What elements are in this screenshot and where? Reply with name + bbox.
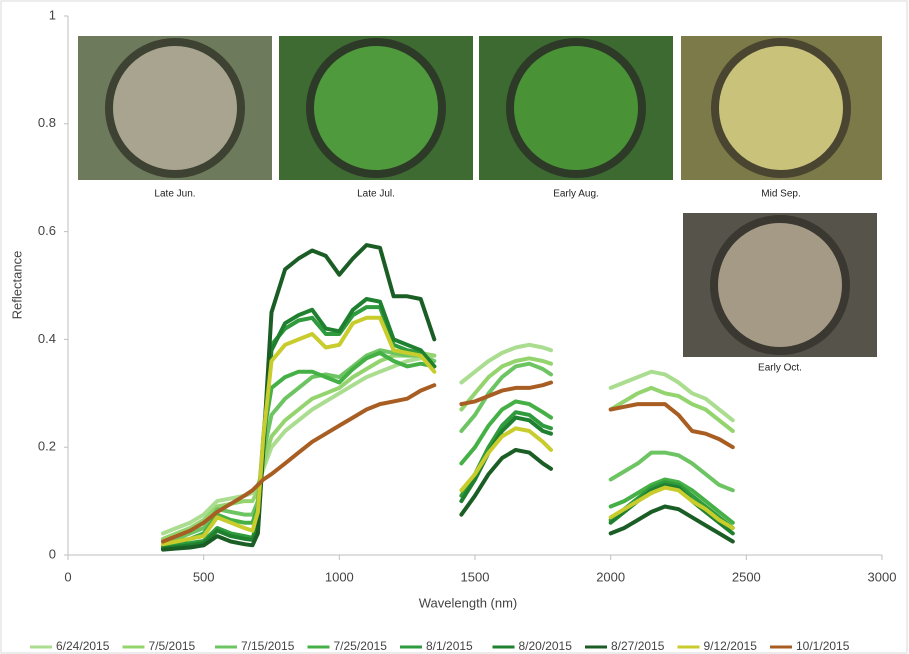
photo-caption: Late Jul. [357,189,395,200]
series-line [163,318,733,544]
photo-caption: Early Oct. [758,363,802,374]
series-line [163,245,733,549]
series-line [163,353,733,539]
x-tick-label: 500 [193,569,215,584]
y-tick-label: 0.6 [38,223,56,238]
x-tick-label: 0 [64,569,71,584]
photo-lens [310,42,442,174]
photo-lens [510,42,642,174]
x-axis-title: Wavelength (nm) [419,595,518,610]
y-tick-label: 1 [49,7,56,22]
legend-label: 6/24/2015 [56,639,110,653]
series-line [163,345,733,534]
y-tick-label: 0.2 [38,439,56,454]
legend-label: 7/15/2015 [241,639,295,653]
x-tick-label: 2000 [596,569,625,584]
chart: Late Jun. Late Jul. Early Aug. Mid Sep. … [0,0,909,654]
photo-caption: Mid Sep. [761,189,800,200]
legend-label: 7/25/2015 [334,639,388,653]
legend-label: 7/5/2015 [149,639,196,653]
x-tick-label: 1500 [461,569,490,584]
series-line [163,383,733,542]
legend-label: 8/1/2015 [426,639,473,653]
photo-caption: Late Jun. [154,189,195,200]
y-axis-title: Reflectance [9,251,24,320]
series-line [163,307,733,547]
photo-lens [109,42,241,174]
x-tick-label: 2500 [732,569,761,584]
legend-label: 8/27/2015 [611,639,665,653]
y-tick-label: 0.4 [38,331,56,346]
photo-caption: Early Aug. [553,189,599,200]
photo-lens [714,219,846,351]
x-tick-label: 3000 [868,569,897,584]
legend-label: 10/1/2015 [796,639,850,653]
x-tick-label: 1000 [325,569,354,584]
photo-lens [715,42,847,174]
legend-label: 8/20/2015 [519,639,573,653]
y-tick-label: 0.8 [38,115,56,130]
y-tick-label: 0 [49,546,56,561]
series-line [163,299,733,549]
legend-label: 9/12/2015 [704,639,758,653]
